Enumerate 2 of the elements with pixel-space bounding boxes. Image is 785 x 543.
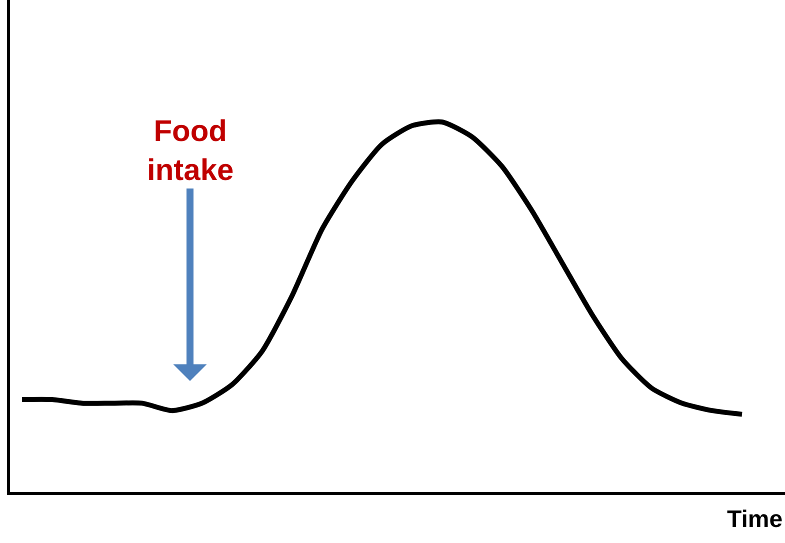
annotation: Food intake (147, 115, 234, 187)
x-axis-title: Time (727, 506, 783, 533)
